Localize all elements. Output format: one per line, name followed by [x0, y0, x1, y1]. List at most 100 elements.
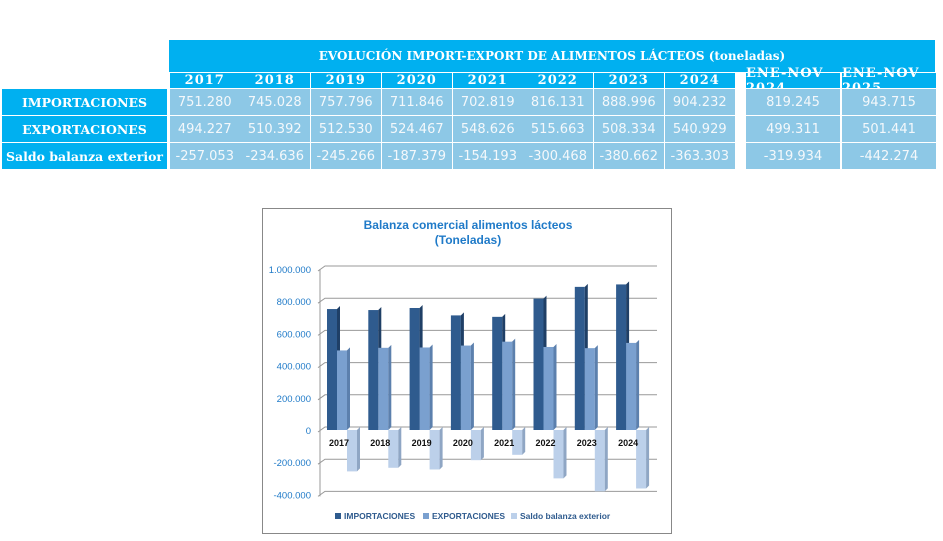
column-header: 2018 [240, 73, 310, 88]
bar-side [636, 339, 640, 430]
bar-exportaciones [419, 347, 430, 430]
bar-exportaciones [626, 342, 637, 430]
row-label: Saldo balanza exterior [2, 143, 167, 169]
column-header: 2017 [170, 73, 240, 88]
y-tick-label: 400.000 [277, 362, 311, 373]
bar-saldo-balanza-exterior [347, 430, 357, 472]
bar-saldo-balanza-exterior [388, 430, 399, 468]
bar-saldo-balanza-exterior [512, 430, 523, 455]
table-cell: -363.303 [665, 143, 735, 169]
bar-exportaciones [378, 347, 389, 430]
y-tick-label: 0 [306, 426, 311, 437]
bar-side [429, 344, 433, 430]
y-tick-label: 800.000 [277, 297, 311, 308]
table-cell: -245.266 [311, 143, 381, 169]
bar-side [388, 344, 392, 430]
table-cell: 501.441 [842, 116, 936, 142]
column-header: 2020 [382, 73, 452, 88]
x-tick-label: 2023 [577, 438, 597, 448]
table-cell: 512.530 [311, 116, 381, 142]
column-header: 2021 [453, 73, 523, 88]
x-tick-label: 2020 [453, 438, 473, 448]
gridline [317, 490, 657, 497]
table-cell: 524.467 [382, 116, 452, 142]
table-cell: 499.311 [746, 116, 840, 142]
chart-svg: Balanza comercial alimentos lácteos(Tone… [269, 218, 657, 521]
y-tick-label: -400.000 [273, 490, 311, 501]
x-tick-label: 2024 [618, 438, 638, 448]
bar-side [646, 427, 650, 489]
bar-saldo-balanza-exterior [470, 430, 481, 461]
legend-swatch [335, 513, 341, 519]
table-title: EVOLUCIÓN IMPORT-EXPORT DE ALIMENTOS LÁC… [169, 40, 935, 72]
table-cell: -442.274 [842, 143, 936, 169]
table-cell: 510.392 [240, 116, 310, 142]
bar-side [512, 338, 516, 430]
table-cell: 745.028 [240, 89, 310, 115]
table-cell: 494.227 [170, 116, 240, 142]
table-cell: 904.232 [665, 89, 735, 115]
bar-side [439, 427, 443, 470]
bar-side [604, 427, 608, 492]
table-cell: -319.934 [746, 143, 840, 169]
bar-saldo-balanza-exterior [594, 430, 605, 492]
column-header: 2022 [523, 73, 593, 88]
bar-side [480, 427, 484, 461]
bar-exportaciones [502, 341, 513, 430]
bar-exportaciones [584, 348, 595, 430]
bar-saldo-balanza-exterior [553, 430, 564, 479]
table-cell: -187.379 [382, 143, 452, 169]
bar-importaciones [368, 310, 379, 430]
table-cell: -257.053 [170, 143, 240, 169]
legend-label: EXPORTACIONES [432, 511, 505, 521]
column-header: 2023 [594, 73, 664, 88]
table-cell: 548.626 [453, 116, 523, 142]
table-cell: 943.715 [842, 89, 936, 115]
row-label: IMPORTACIONES [2, 89, 167, 115]
legend-swatch [511, 513, 517, 519]
bar-side [553, 343, 557, 430]
bar-side [357, 427, 360, 472]
table-cell: 508.334 [594, 116, 664, 142]
column-header: 2019 [311, 73, 381, 88]
column-header: ENE-NOV 2025 [842, 66, 936, 96]
chart-subtitle: (Toneladas) [435, 233, 501, 247]
bar-exportaciones [543, 346, 554, 430]
bar-importaciones [533, 298, 544, 430]
table-cell: 819.245 [746, 89, 840, 115]
table-cell: -154.193 [453, 143, 523, 169]
table-cell: 888.996 [594, 89, 664, 115]
table-cell: 751.280 [170, 89, 240, 115]
legend-label: Saldo balanza exterior [520, 511, 611, 521]
legend-label: IMPORTACIONES [344, 511, 415, 521]
y-tick-label: 600.000 [277, 329, 311, 340]
bar-exportaciones [337, 350, 347, 430]
bar-side [594, 345, 598, 430]
table-cell: 816.131 [523, 89, 593, 115]
table-cell: -300.468 [523, 143, 593, 169]
column-header: 2024 [665, 73, 735, 88]
bar-saldo-balanza-exterior [636, 430, 647, 489]
table-cell: 515.663 [523, 116, 593, 142]
bar-side [398, 427, 402, 468]
y-tick-label: 200.000 [277, 394, 311, 405]
table-cell: 702.819 [453, 89, 523, 115]
table-cell: -380.662 [594, 143, 664, 169]
table-cell: 540.929 [665, 116, 735, 142]
chart-title: Balanza comercial alimentos lácteos [364, 218, 573, 232]
bar-side [563, 427, 567, 479]
bar-side [470, 342, 474, 430]
bar-importaciones [409, 307, 420, 430]
legend-swatch [423, 513, 429, 519]
y-tick-label: 1.000.000 [269, 265, 311, 276]
bar-side [347, 347, 350, 430]
bar-importaciones [574, 286, 585, 430]
x-tick-label: 2018 [370, 438, 390, 448]
x-tick-label: 2017 [329, 438, 349, 448]
bar-importaciones [492, 316, 503, 430]
bar-importaciones [450, 315, 461, 430]
trade-balance-chart: Balanza comercial alimentos lácteos (Tone… [262, 208, 672, 534]
gridline [317, 297, 657, 304]
x-tick-label: 2021 [494, 438, 514, 448]
bar-importaciones [616, 284, 627, 430]
